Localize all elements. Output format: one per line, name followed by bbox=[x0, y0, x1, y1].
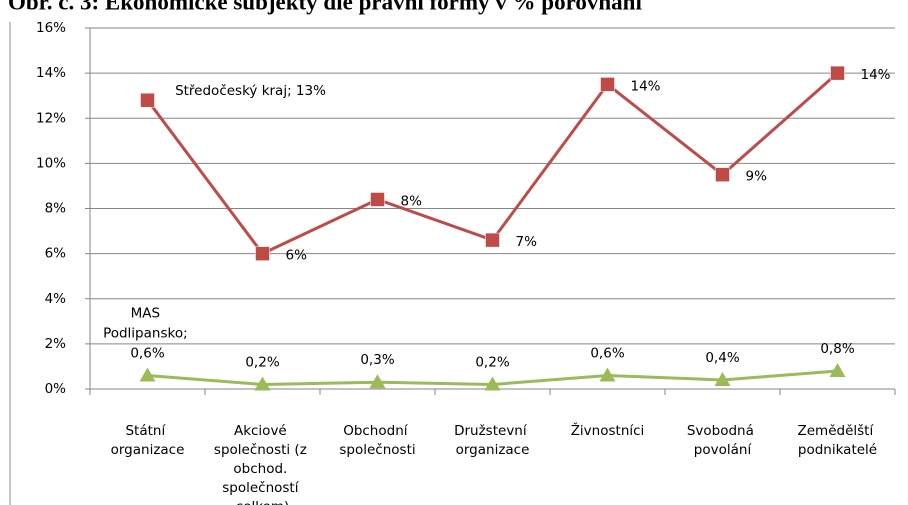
x-tick-label: Svobodná povolání bbox=[687, 423, 758, 458]
y-tick-label: 14% bbox=[36, 65, 66, 81]
point-marker bbox=[370, 192, 385, 207]
data-label: 8% bbox=[401, 193, 423, 209]
y-tick-label: 10% bbox=[36, 155, 66, 171]
data-label: MAS Podlipansko; 0,6% bbox=[103, 305, 192, 361]
data-label: 14% bbox=[631, 78, 661, 94]
x-tick-label: Státní organizace bbox=[111, 423, 185, 458]
chart-title: Obr. č. 3: Ekonomické subjekty dle právn… bbox=[8, 0, 642, 14]
data-label: 6% bbox=[286, 248, 308, 264]
data-label: 0,6% bbox=[590, 345, 624, 361]
x-tick-label: Obchodní společnosti bbox=[339, 423, 415, 458]
x-tick-label: Živnostníci bbox=[571, 421, 645, 439]
x-tick-label: Akciové společnosti (z obchod. společnos… bbox=[214, 423, 311, 505]
point-marker bbox=[830, 65, 845, 81]
point-marker bbox=[255, 246, 270, 261]
point-marker bbox=[600, 77, 615, 92]
x-tick-label: Družstevní organizace bbox=[454, 423, 531, 458]
point-marker bbox=[714, 371, 731, 386]
point-marker bbox=[829, 362, 846, 377]
y-tick-label: 8% bbox=[45, 201, 67, 217]
point-marker bbox=[139, 367, 156, 382]
point-marker bbox=[140, 92, 155, 108]
point-marker bbox=[715, 167, 730, 182]
point-marker bbox=[254, 376, 271, 391]
data-label: 0,8% bbox=[820, 341, 854, 357]
point-marker bbox=[599, 367, 616, 382]
point-marker bbox=[484, 376, 501, 391]
point-marker bbox=[369, 374, 386, 389]
y-tick-label: 16% bbox=[36, 20, 66, 36]
y-tick-label: 4% bbox=[45, 291, 67, 307]
x-tick-label: Zemědělští podnikatelé bbox=[797, 423, 877, 458]
data-label: 0,2% bbox=[475, 354, 509, 370]
y-tick-label: 12% bbox=[36, 110, 66, 126]
point-marker bbox=[485, 232, 500, 248]
data-label: 0,2% bbox=[245, 354, 279, 370]
data-label: 0,3% bbox=[360, 352, 394, 368]
data-label: Středočeský kraj; 13% bbox=[175, 83, 326, 99]
data-label: 7% bbox=[516, 234, 538, 250]
y-tick-label: 0% bbox=[45, 381, 67, 397]
data-label: 14% bbox=[861, 67, 891, 83]
y-tick-label: 6% bbox=[45, 246, 67, 262]
y-tick-label: 2% bbox=[45, 336, 67, 352]
data-label: 9% bbox=[746, 169, 768, 185]
data-label: 0,4% bbox=[705, 350, 739, 366]
